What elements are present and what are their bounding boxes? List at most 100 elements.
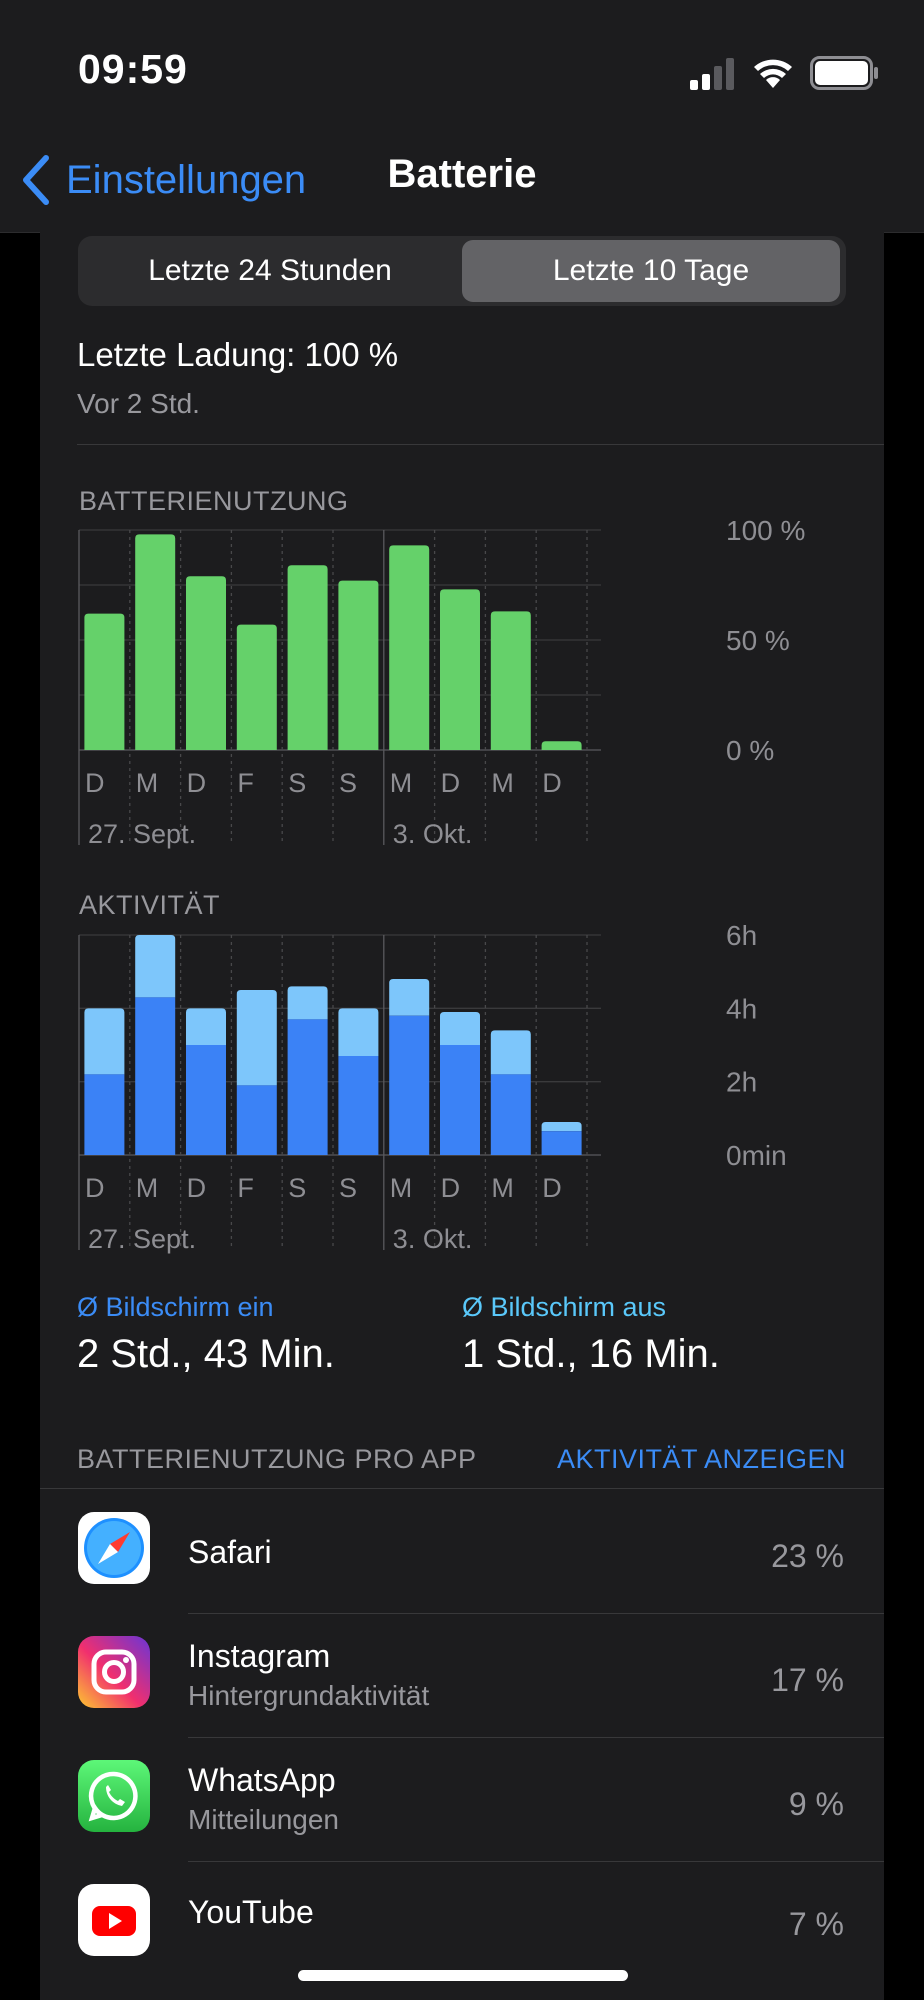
divider bbox=[77, 444, 884, 445]
activity-label: AKTIVITÄT bbox=[79, 890, 221, 920]
page-title: Batterie bbox=[387, 152, 537, 196]
x-tick-label: D bbox=[85, 1173, 105, 1203]
app-name: YouTube bbox=[188, 1894, 314, 1930]
x-tick-label: D bbox=[441, 768, 461, 798]
app-row-instagram[interactable]: Instagram Hintergrundaktivität 17 % bbox=[40, 1614, 884, 1738]
x-tick-label: M bbox=[136, 1173, 159, 1203]
segment-last-10-days[interactable]: Letzte 10 Tage bbox=[462, 240, 840, 302]
x-tick-label: F bbox=[237, 1173, 254, 1203]
app-name: Safari bbox=[188, 1534, 272, 1570]
app-percentage: 7 % bbox=[788, 1906, 844, 1942]
battery-bar bbox=[135, 534, 176, 750]
activity-bar-screen-on bbox=[490, 1074, 531, 1155]
segment-last-24-hours[interactable]: Letzte 24 Stunden bbox=[148, 254, 392, 287]
divider bbox=[188, 1613, 884, 1614]
activity-bar-screen-off bbox=[541, 1122, 582, 1132]
date-label: 27. Sept. bbox=[88, 1224, 196, 1254]
activity-bar-screen-off bbox=[135, 935, 176, 998]
status-time: 09:59 bbox=[78, 46, 188, 92]
battery-usage-chart: 100 % 50 % 0 % D M D F S S M D M D 27. Sept. 3. Okt. bbox=[40, 512, 884, 1092]
navigation-bar: Batterie Einstellungen bbox=[0, 130, 924, 233]
y-tick-label: 4h bbox=[726, 993, 757, 1024]
back-button[interactable]: Einstellungen bbox=[18, 150, 306, 210]
date-label: 3. Okt. bbox=[393, 819, 473, 849]
activity-bar-screen-off bbox=[84, 1008, 125, 1075]
activity-bar-screen-on bbox=[84, 1074, 125, 1155]
activity-bar-screen-off bbox=[389, 979, 430, 1016]
battery-bar bbox=[287, 565, 328, 750]
battery-card: Letzte 24 Stunden Letzte 10 Tage Letzte … bbox=[40, 232, 884, 2000]
chevron-left-icon bbox=[23, 155, 49, 205]
battery-icon bbox=[810, 56, 878, 90]
status-bar: 09:59 bbox=[0, 0, 924, 130]
safari-icon bbox=[78, 1512, 150, 1584]
avg-screen-on-label: Ø Bildschirm ein bbox=[77, 1292, 274, 1322]
x-tick-label: M bbox=[136, 768, 159, 798]
battery-bar bbox=[236, 624, 277, 750]
x-tick-label: M bbox=[491, 1173, 514, 1203]
app-row-youtube[interactable]: YouTube 7 % bbox=[40, 1862, 884, 1986]
x-tick-label: D bbox=[542, 768, 562, 798]
app-percentage: 23 % bbox=[771, 1538, 844, 1574]
date-label: 3. Okt. bbox=[393, 1224, 473, 1254]
x-tick-label: D bbox=[85, 768, 105, 798]
divider bbox=[40, 1488, 884, 1489]
x-tick-label: S bbox=[339, 1173, 357, 1203]
divider bbox=[188, 1737, 884, 1738]
home-indicator bbox=[298, 1970, 628, 1981]
activity-bar-screen-on bbox=[338, 1056, 379, 1155]
x-tick-label: S bbox=[288, 1173, 306, 1203]
activity-bar-screen-off bbox=[236, 990, 277, 1086]
x-tick-label: S bbox=[339, 768, 357, 798]
app-name: WhatsApp bbox=[188, 1762, 336, 1798]
battery-per-app-label: BATTERIENUTZUNG PRO APP bbox=[77, 1444, 477, 1474]
activity-chart: 6h 4h 2h 0min D M D F S S M D M D 27. Sept. 3. Okt. bbox=[40, 916, 884, 1496]
activity-bar-screen-on bbox=[440, 1045, 480, 1155]
app-subtitle: Hintergrundaktivität bbox=[188, 1680, 430, 1711]
avg-screen-off-label: Ø Bildschirm aus bbox=[462, 1292, 667, 1322]
battery-bar bbox=[84, 613, 125, 750]
date-label: 27. Sept. bbox=[88, 819, 196, 849]
activity-bar-screen-on bbox=[135, 997, 176, 1155]
activity-bar-screen-off bbox=[490, 1030, 531, 1075]
y-tick-label: 6h bbox=[726, 920, 757, 951]
battery-bar bbox=[541, 741, 582, 750]
battery-usage-label: BATTERIENUTZUNG bbox=[79, 486, 349, 516]
time-range-segmented-control: Letzte 24 Stunden Letzte 10 Tage bbox=[78, 236, 846, 306]
show-activity-button[interactable]: AKTIVITÄT ANZEIGEN bbox=[556, 1444, 846, 1474]
battery-usage-chart-svg: 100 %50 %0 %D M D F S S M D M D27. Sept. 3. Okt. bbox=[78, 515, 805, 849]
x-tick-label: S bbox=[288, 768, 306, 798]
activity-bar-screen-off bbox=[186, 1008, 226, 1045]
x-tick-label: D bbox=[187, 1173, 207, 1203]
activity-bar-screen-on bbox=[287, 1019, 328, 1155]
x-tick-label: M bbox=[491, 768, 514, 798]
youtube-icon bbox=[78, 1884, 150, 1956]
activity-bar-screen-off bbox=[287, 986, 328, 1020]
x-tick-label: M bbox=[390, 768, 413, 798]
app-subtitle: Mitteilungen bbox=[188, 1804, 339, 1835]
avg-screen-off-value: 1 Std., 16 Min. bbox=[462, 1332, 720, 1376]
app-row-whatsapp[interactable]: WhatsApp Mitteilungen 9 % bbox=[40, 1738, 884, 1862]
x-tick-label: D bbox=[187, 768, 207, 798]
y-tick-label: 50 % bbox=[726, 625, 790, 656]
battery-bar bbox=[389, 545, 430, 750]
activity-bar-screen-on bbox=[541, 1131, 582, 1155]
divider bbox=[188, 1861, 884, 1862]
y-tick-label: 2h bbox=[726, 1067, 757, 1098]
app-row-safari[interactable]: Safari 23 % bbox=[40, 1490, 884, 1614]
x-tick-label: F bbox=[237, 768, 254, 798]
battery-bar bbox=[186, 576, 226, 750]
last-charge-title: Letzte Ladung: 100 % bbox=[77, 336, 399, 373]
activity-bar-screen-on bbox=[236, 1085, 277, 1155]
y-tick-label: 0 % bbox=[726, 735, 774, 766]
x-tick-label: D bbox=[441, 1173, 461, 1203]
battery-bar bbox=[490, 611, 531, 750]
whatsapp-icon bbox=[78, 1760, 150, 1832]
activity-bar-screen-off bbox=[440, 1012, 480, 1045]
y-tick-label: 0min bbox=[726, 1140, 787, 1171]
back-button-label: Einstellungen bbox=[66, 157, 307, 202]
activity-bar-screen-on bbox=[389, 1015, 430, 1155]
last-charge-time: Vor 2 Std. bbox=[77, 388, 200, 419]
activity-bar-screen-off bbox=[338, 1008, 379, 1056]
